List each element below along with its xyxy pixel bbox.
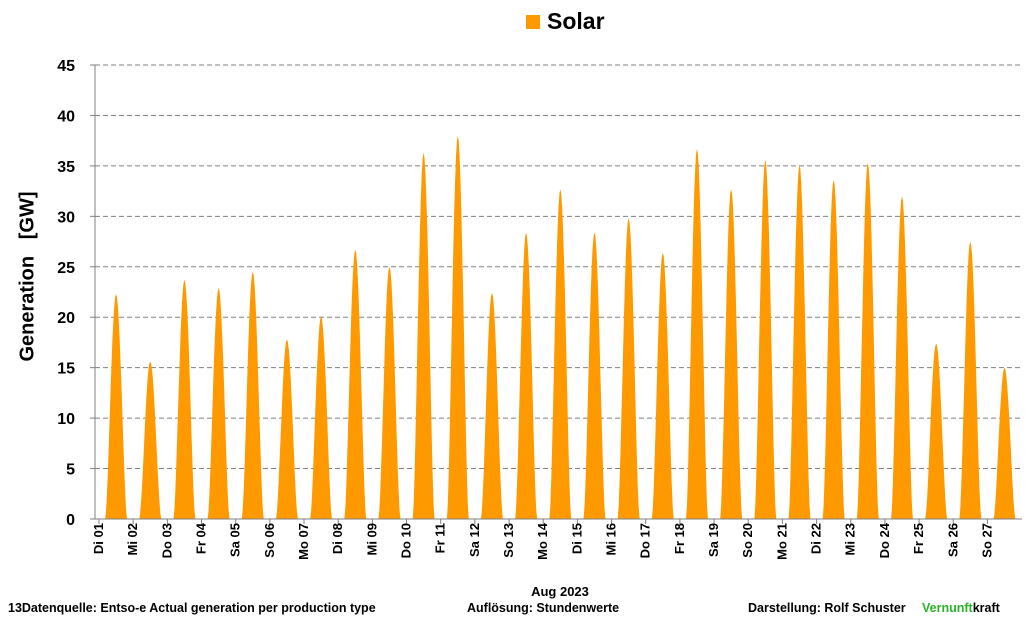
solar-day-27 — [993, 367, 1016, 519]
brand-green-part: Vernunft — [922, 601, 973, 615]
brand-black-part: kraft — [972, 601, 1000, 615]
solar-day-21 — [788, 164, 811, 519]
footer-source: 13Datenquelle: Entso-e Actual generation… — [8, 601, 376, 615]
x-axis-label: Aug 2023 — [531, 584, 589, 599]
x-tick-label-18: Fr 18 — [672, 523, 687, 554]
solar-day-7 — [310, 316, 332, 519]
x-tick-label-2: Mi 02 — [125, 523, 140, 556]
x-tick-label-1: Di 01 — [91, 523, 106, 554]
y-tick-label-20: 20 — [57, 310, 75, 327]
x-tick-label-10: Do 10 — [399, 523, 414, 558]
x-tick-label-4: Fr 04 — [194, 522, 209, 554]
solar-day-14 — [549, 189, 572, 519]
legend-label-solar: Solar — [547, 8, 605, 34]
x-tick-label-5: Sa 05 — [228, 523, 243, 557]
x-tick-label-8: Di 08 — [330, 523, 345, 554]
solar-day-26 — [959, 241, 982, 519]
x-tick-label-26: Sa 26 — [945, 523, 960, 557]
solar-day-23 — [856, 162, 879, 519]
x-tick-label-11: Fr 11 — [433, 523, 448, 553]
x-tick-label-16: Mi 16 — [604, 523, 619, 556]
solar-day-18 — [686, 148, 708, 519]
solar-day-19 — [720, 189, 743, 519]
y-tick-label-10: 10 — [57, 411, 75, 428]
solar-day-8 — [344, 249, 367, 519]
x-tick-label-20: So 20 — [740, 523, 755, 558]
x-tick-label-19: Sa 19 — [706, 523, 721, 557]
solar-day-4 — [207, 288, 230, 519]
y-tick-label-40: 40 — [57, 108, 75, 125]
solar-day-25 — [925, 343, 948, 519]
x-tick-label-9: Mi 09 — [364, 523, 379, 556]
x-tick-label-21: Mo 21 — [774, 523, 789, 560]
solar-day-11 — [446, 135, 469, 519]
y-tick-label-5: 5 — [66, 462, 75, 479]
solar-day-1 — [105, 294, 127, 519]
y-axis-label: Generation [GW] — [16, 191, 39, 362]
y-tick-label-15: 15 — [57, 361, 75, 378]
solar-day-5 — [241, 271, 264, 519]
y-tick-label-30: 30 — [57, 209, 75, 226]
solar-day-6 — [276, 339, 298, 519]
x-tick-labels: Di 01 Mi 02 Do 03 Fr 04 Sa 05 So 06 Mo 07 Di 08… — [91, 519, 994, 560]
y-tick-label-0: 0 — [66, 512, 75, 529]
x-tick-label-22: Di 22 — [809, 523, 824, 554]
y-tick-label-45: 45 — [57, 58, 75, 75]
solar-area — [105, 135, 1016, 520]
solar-day-13 — [515, 232, 538, 519]
axes — [94, 65, 1022, 520]
legend: Solar — [526, 8, 605, 35]
solar-day-12 — [481, 293, 503, 519]
x-tick-label-23: Mi 23 — [843, 523, 858, 556]
x-tick-label-7: Mo 07 — [296, 523, 311, 560]
y-tick-label-35: 35 — [57, 159, 75, 176]
x-tick-label-15: Di 15 — [569, 523, 584, 554]
legend-swatch-solar — [526, 14, 540, 29]
footer-resolution: Auflösung: Stundenwerte — [467, 601, 620, 615]
x-tick-label-6: So 06 — [262, 523, 277, 558]
x-tick-label-17: Do 17 — [638, 523, 653, 558]
footer-brand: Vernunftkraft — [922, 601, 1000, 615]
y-tick-label-25: 25 — [57, 260, 75, 277]
solar-day-15 — [583, 232, 606, 519]
footer-author: Darstellung: Rolf Schuster — [748, 601, 906, 615]
y-tick-labels: 0 5 10 15 20 25 30 35 40 45 — [57, 58, 75, 529]
solar-day-20 — [754, 159, 777, 520]
solar-day-24 — [891, 196, 913, 519]
x-tick-label-13: So 13 — [501, 523, 516, 558]
solar-day-2 — [139, 361, 162, 519]
solar-day-9 — [378, 266, 401, 519]
solar-day-10 — [412, 152, 435, 520]
x-tick-label-14: Mo 14 — [535, 522, 550, 560]
solar-day-17 — [651, 252, 674, 519]
solar-day-16 — [617, 218, 640, 519]
x-tick-label-25: Fr 25 — [911, 523, 926, 554]
x-tick-label-27: So 27 — [979, 523, 994, 558]
x-tick-label-3: Do 03 — [159, 523, 174, 558]
x-tick-label-12: Sa 12 — [467, 523, 482, 557]
x-tick-label-24: Do 24 — [877, 522, 892, 558]
solar-day-22 — [822, 180, 845, 519]
solar-day-3 — [173, 279, 196, 519]
